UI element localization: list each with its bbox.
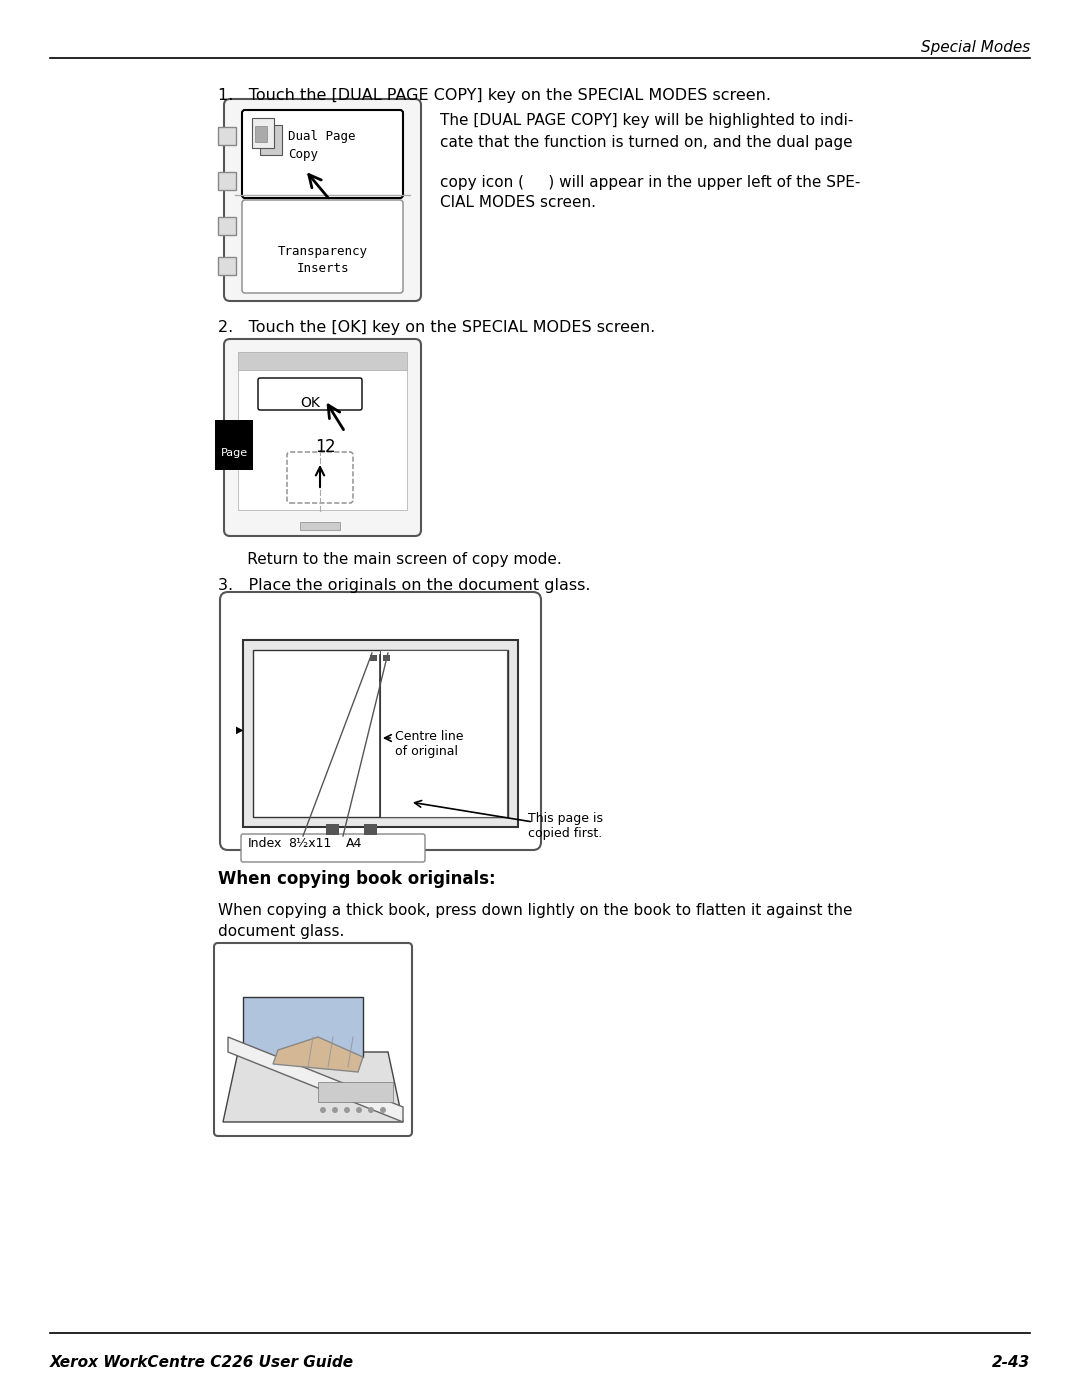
Text: 3.   Place the originals on the document glass.: 3. Place the originals on the document g… <box>218 578 591 592</box>
Text: 1: 1 <box>314 439 325 455</box>
Text: A4: A4 <box>346 837 363 849</box>
Bar <box>218 127 237 145</box>
Bar <box>238 370 407 510</box>
Circle shape <box>380 1106 386 1113</box>
Text: The [DUAL PAGE COPY] key will be highlighted to indi-: The [DUAL PAGE COPY] key will be highlig… <box>440 113 853 129</box>
Polygon shape <box>228 1037 403 1122</box>
FancyBboxPatch shape <box>287 453 353 503</box>
FancyBboxPatch shape <box>258 379 362 409</box>
Text: Index: Index <box>248 837 282 849</box>
FancyBboxPatch shape <box>241 834 426 862</box>
Text: document glass.: document glass. <box>218 923 345 939</box>
Text: Transparency: Transparency <box>278 244 368 258</box>
Bar <box>318 1083 393 1102</box>
Text: cate that the function is turned on, and the dual page: cate that the function is turned on, and… <box>440 136 852 149</box>
Text: 2-43: 2-43 <box>991 1355 1030 1370</box>
Bar <box>383 655 390 661</box>
Text: Inserts: Inserts <box>297 263 349 275</box>
FancyBboxPatch shape <box>224 339 421 536</box>
Bar <box>218 217 237 235</box>
Text: Special Modes: Special Modes <box>921 41 1030 54</box>
Text: CIAL MODES screen.: CIAL MODES screen. <box>440 196 596 210</box>
Text: copy icon (     ) will appear in the upper left of the SPE-: copy icon ( ) will appear in the upper l… <box>440 175 861 190</box>
Text: 2.   Touch the [OK] key on the SPECIAL MODES screen.: 2. Touch the [OK] key on the SPECIAL MOD… <box>218 320 656 335</box>
Circle shape <box>368 1106 374 1113</box>
Text: ▶: ▶ <box>237 725 244 735</box>
Bar <box>260 124 282 155</box>
Bar <box>218 257 237 275</box>
Text: When copying book originals:: When copying book originals: <box>218 870 496 888</box>
Circle shape <box>356 1106 362 1113</box>
FancyBboxPatch shape <box>214 943 411 1136</box>
Polygon shape <box>273 1037 363 1071</box>
Bar <box>370 655 377 661</box>
Text: When copying a thick book, press down lightly on the book to flatten it against : When copying a thick book, press down li… <box>218 902 852 918</box>
Bar <box>218 172 237 190</box>
Bar <box>243 997 363 1058</box>
FancyBboxPatch shape <box>220 592 541 849</box>
Bar <box>380 650 507 817</box>
Bar <box>364 824 377 835</box>
Text: Centre line
of original: Centre line of original <box>395 731 463 759</box>
Text: Copy: Copy <box>288 148 318 161</box>
Text: Return to the main screen of copy mode.: Return to the main screen of copy mode. <box>218 552 562 567</box>
Text: Page: Page <box>220 448 247 458</box>
Circle shape <box>320 1106 326 1113</box>
Bar <box>215 420 253 469</box>
Bar <box>255 126 267 142</box>
Text: OK: OK <box>300 395 320 409</box>
FancyBboxPatch shape <box>242 110 403 198</box>
Text: 1.   Touch the [DUAL PAGE COPY] key on the SPECIAL MODES screen.: 1. Touch the [DUAL PAGE COPY] key on the… <box>218 88 771 103</box>
Polygon shape <box>222 1052 403 1122</box>
Text: 8½x11: 8½x11 <box>288 837 332 849</box>
Bar <box>300 522 340 529</box>
FancyBboxPatch shape <box>242 200 403 293</box>
Bar <box>326 824 339 835</box>
Text: 2: 2 <box>325 439 335 455</box>
Bar <box>238 352 407 370</box>
Bar <box>252 117 274 148</box>
Circle shape <box>332 1106 338 1113</box>
Text: Xerox WorkCentre C226 User Guide: Xerox WorkCentre C226 User Guide <box>50 1355 354 1370</box>
Text: This page is
copied first.: This page is copied first. <box>528 812 603 840</box>
Text: Dual Page: Dual Page <box>288 130 355 142</box>
FancyBboxPatch shape <box>224 99 421 300</box>
Circle shape <box>345 1106 350 1113</box>
Bar <box>253 650 508 817</box>
Bar <box>243 640 518 827</box>
